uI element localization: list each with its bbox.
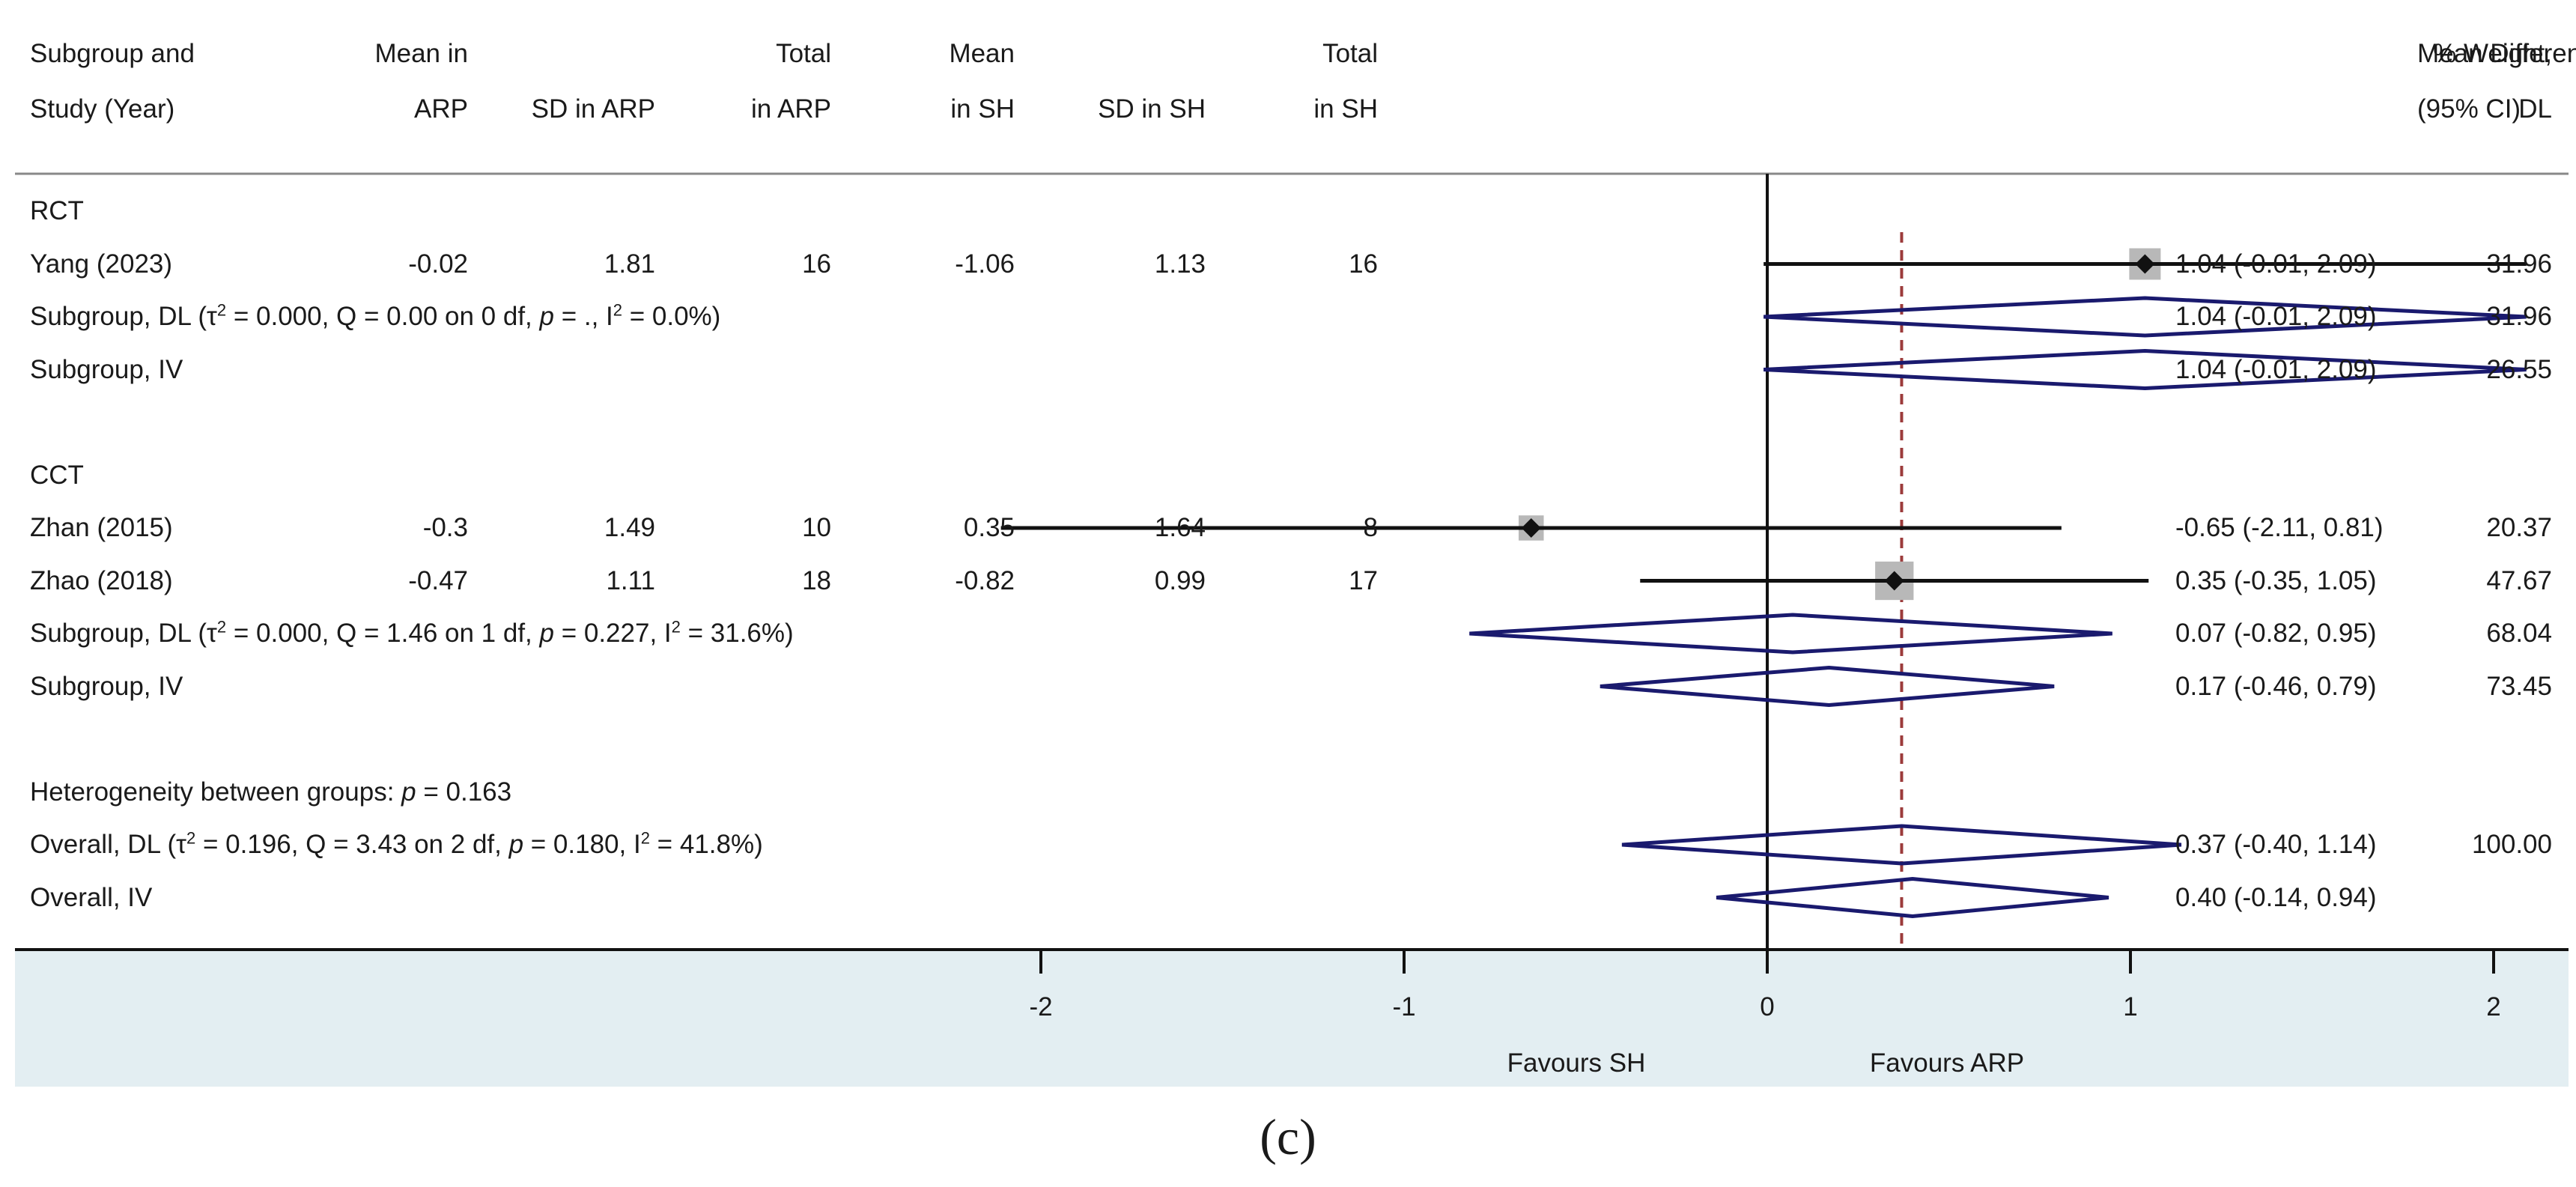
x-tick-label-0: -2 [1029, 992, 1053, 1021]
pooled-diamond [1600, 665, 2055, 708]
mean-sh: -1.06 [955, 249, 1015, 279]
figure-caption: (c) [1260, 1108, 1316, 1165]
study-label: Yang (2023) [30, 249, 173, 279]
weight-dl: 47.67 [2486, 565, 2552, 595]
heterogeneity-note: Heterogeneity between groups: p = 0.163 [30, 777, 512, 807]
column-header-1-line2: ARP [414, 94, 468, 124]
column-header-4-line1: Mean [949, 39, 1015, 68]
column-header-7-line2: (95% CI) [2417, 94, 2521, 124]
column-header-5-line2: SD in SH [1098, 94, 1206, 124]
x-tick-label-3: 1 [2123, 992, 2138, 1021]
x-tick-label-4: 2 [2486, 992, 2501, 1021]
pooled-weight-dl: 73.45 [2486, 671, 2552, 701]
column-header-8-line2: DL [2518, 94, 2552, 124]
mean-sh: 0.35 [963, 513, 1015, 542]
weight-dl: 20.37 [2486, 513, 2552, 542]
point-estimate-marker [1521, 518, 1541, 538]
total-arp: 10 [802, 513, 831, 542]
weight-dl: 31.96 [2486, 249, 2552, 279]
pooled-mean-difference-ci: 0.17 (-0.46, 0.79) [2175, 671, 2377, 701]
pooled-mean-difference-ci: 1.04 (-0.01, 2.09) [2175, 302, 2377, 331]
pooled-diamond [1716, 876, 2109, 919]
mean-difference-ci: -0.65 (-2.11, 0.81) [2175, 513, 2384, 542]
total-arp: 18 [802, 565, 831, 595]
mean-difference-ci: 1.04 (-0.01, 2.09) [2175, 249, 2377, 279]
mean-difference-ci: 0.35 (-0.35, 1.05) [2175, 565, 2377, 595]
pooled-estimate-label: Subgroup, DL (τ2 = 0.000, Q = 1.46 on 1 … [30, 617, 794, 648]
pooled-diamond [1764, 296, 2527, 338]
column-header-2-line2: SD in ARP [531, 94, 655, 124]
pooled-estimate-label: Subgroup, IV [30, 354, 183, 384]
x-tick-label-1: -1 [1392, 992, 1416, 1021]
study-label: Zhan (2015) [30, 513, 173, 542]
total-sh: 16 [1349, 249, 1378, 279]
pooled-mean-difference-ci: 0.07 (-0.82, 0.95) [2175, 619, 2377, 648]
subgroup-header: CCT [30, 460, 84, 490]
column-header-8-line1: % Weight, [2433, 39, 2552, 68]
column-header-4-line2: in SH [950, 94, 1015, 124]
total-sh: 17 [1349, 565, 1378, 595]
sd-arp: 1.81 [604, 249, 655, 279]
pooled-diamond [1469, 613, 2112, 655]
column-header-6-line1: Total [1322, 39, 1378, 68]
pooled-mean-difference-ci: 1.04 (-0.01, 2.09) [2175, 354, 2377, 384]
column-header-1-line1: Mean in [374, 39, 468, 68]
column-header-0-line2: Study (Year) [30, 94, 175, 124]
pooled-estimate-label: Overall, IV [30, 882, 153, 912]
pooled-estimate-label: Subgroup, IV [30, 671, 183, 701]
pooled-weight-dl: 31.96 [2486, 302, 2552, 331]
subgroup-header: RCT [30, 196, 84, 225]
mean-sh: -0.82 [955, 565, 1015, 595]
pooled-mean-difference-ci: 0.40 (-0.14, 0.94) [2175, 882, 2377, 912]
mean-arp: -0.02 [408, 249, 468, 279]
pooled-diamond [1764, 348, 2527, 391]
axis-panel-background [15, 950, 2569, 1087]
favours-arp-label: Favours ARP [1869, 1048, 2025, 1078]
pooled-estimate-label: Overall, DL (τ2 = 0.196, Q = 3.43 on 2 d… [30, 828, 763, 859]
column-header-6-line2: in SH [1313, 94, 1378, 124]
point-estimate-marker [2135, 254, 2155, 274]
mean-arp: -0.3 [422, 513, 468, 542]
sd-arp: 1.49 [604, 513, 655, 542]
favours-sh-label: Favours SH [1507, 1048, 1646, 1078]
total-arp: 16 [802, 249, 831, 279]
pooled-diamond [1621, 824, 2182, 866]
pooled-weight-dl: 26.55 [2486, 354, 2552, 384]
sd-sh: 0.99 [1154, 565, 1206, 595]
pooled-estimate-label: Subgroup, DL (τ2 = 0.000, Q = 0.00 on 0 … [30, 300, 721, 331]
column-header-3-line2: in ARP [751, 94, 831, 124]
x-tick-label-2: 0 [1760, 992, 1775, 1021]
sd-arp: 1.11 [606, 565, 655, 595]
column-header-7-line1: Mean Difference [2417, 39, 2576, 68]
point-estimate-marker [1884, 571, 1904, 591]
column-header-0-line1: Subgroup and [30, 39, 195, 68]
study-label: Zhao (2018) [30, 565, 173, 595]
mean-arp: -0.47 [408, 565, 468, 595]
pooled-mean-difference-ci: 0.37 (-0.40, 1.14) [2175, 830, 2377, 859]
sd-sh: 1.64 [1154, 513, 1206, 542]
column-header-3-line1: Total [776, 39, 831, 68]
sd-sh: 1.13 [1154, 249, 1206, 279]
total-sh: 8 [1363, 513, 1378, 542]
pooled-weight-dl: 100.00 [2471, 830, 2552, 859]
pooled-weight-dl: 68.04 [2486, 619, 2552, 648]
